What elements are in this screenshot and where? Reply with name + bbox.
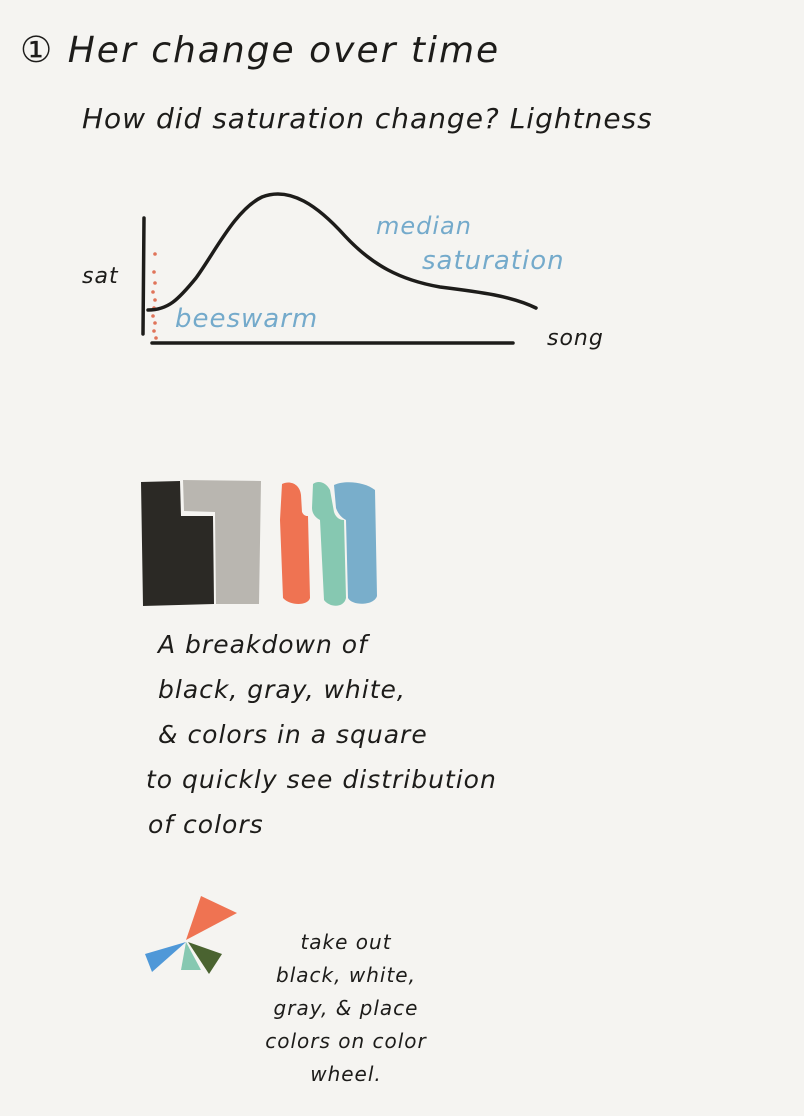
caption-line: A breakdown of (158, 630, 368, 659)
number-mark: ① (20, 30, 55, 71)
caption-line: black, gray, white, (158, 675, 406, 704)
x-axis-label: song (547, 326, 604, 351)
title-text: Her change over time (67, 30, 501, 71)
page-subtitle: How did saturation change? Lightness (82, 102, 653, 135)
blue-wedge (145, 942, 186, 972)
caption-line: of colors (148, 810, 264, 839)
orange-wedge (186, 896, 237, 940)
page-title: ① Her change over time (20, 30, 500, 71)
green-wedge (188, 942, 222, 974)
wheel-caption-line: black, white, (276, 963, 416, 987)
wheel-caption-line: take out (300, 930, 392, 954)
wheel-caption-line: wheel. (310, 1062, 382, 1086)
orange-block (280, 482, 310, 604)
teal-block (312, 482, 346, 606)
color-wheel-sketch (145, 896, 237, 974)
median-label-line2: saturation (422, 246, 565, 276)
wheel-caption-line: gray, & place (273, 996, 419, 1020)
beeswarm-dots (151, 252, 158, 340)
color-wheel-caption: take out black, white, gray, & place col… (236, 926, 456, 1091)
y-axis-line (141, 216, 146, 336)
gray-block (183, 480, 261, 604)
teal-wedge (181, 942, 201, 970)
caption-line: & colors in a square (158, 720, 428, 749)
wheel-caption-line: colors on color (265, 1029, 427, 1053)
caption-line: to quickly see distribution (146, 765, 497, 794)
black-block (141, 481, 214, 606)
median-saturation-curve (146, 192, 538, 312)
beeswarm-label: beeswarm (175, 304, 319, 334)
median-label-line1: median (376, 212, 472, 240)
color-breakdown-caption: A breakdown of black, gray, white, & col… (146, 622, 497, 847)
blue-block (334, 482, 377, 604)
y-axis-label: sat (82, 264, 119, 289)
color-breakdown-square (141, 480, 377, 606)
